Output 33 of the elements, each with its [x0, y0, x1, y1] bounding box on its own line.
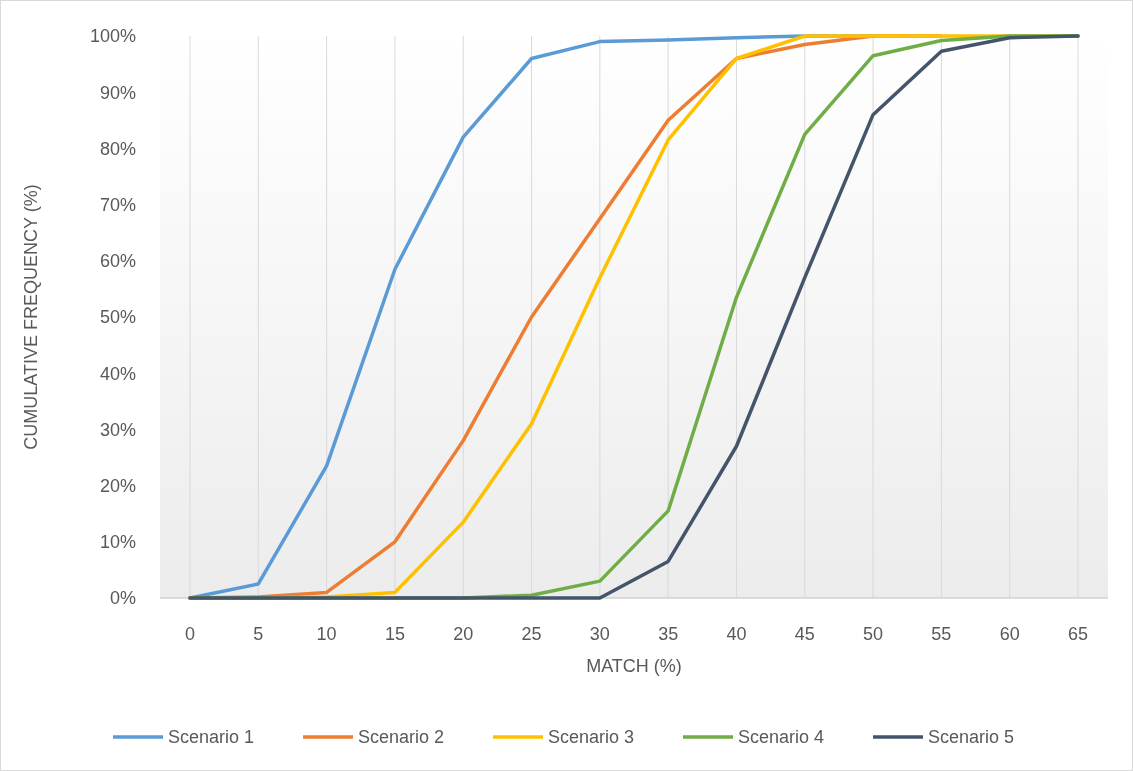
y-tick-label: 40% — [99, 363, 136, 384]
y-tick-label: 70% — [99, 194, 136, 215]
legend-label: Scenario 4 — [738, 727, 825, 748]
y-tick-label: 60% — [99, 251, 136, 272]
y-tick-label: 20% — [99, 475, 136, 496]
x-tick-label: 0 — [184, 624, 196, 644]
y-tick-label: 0% — [109, 588, 136, 609]
y-tick-label: 10% — [99, 532, 136, 553]
x-tick-label: 30 — [589, 624, 610, 644]
y-tick-label: 80% — [99, 138, 136, 159]
x-tick-label: 50 — [863, 624, 884, 644]
x-tick-label: 55 — [931, 624, 952, 644]
y-tick-label: 50% — [99, 307, 136, 328]
legend-label: Scenario 2 — [358, 727, 445, 748]
x-tick-label: 25 — [521, 624, 542, 644]
x-tick-label: 60 — [999, 624, 1020, 644]
x-tick-label: 5 — [253, 624, 264, 644]
y-tick-label: 100% — [89, 26, 136, 47]
x-tick-label: 40 — [726, 624, 747, 644]
y-tick-label: 90% — [99, 82, 136, 103]
line-series — [188, 34, 1080, 600]
x-tick-label: 45 — [794, 624, 815, 644]
x-tick-label: 20 — [453, 624, 474, 644]
x-tick-label: 15 — [384, 624, 405, 644]
x-tick-label: 35 — [658, 624, 679, 644]
x-tick-label: 65 — [1067, 624, 1089, 644]
y-axis-title: CUMULATIVE FREQUENCY (%) — [21, 184, 41, 450]
legend-label: Scenario 5 — [928, 727, 1015, 748]
x-tick-label: 10 — [316, 624, 337, 644]
x-axis-title: MATCH (%) — [586, 656, 682, 676]
legend-label: Scenario 1 — [168, 727, 255, 748]
legend-label: Scenario 3 — [548, 727, 635, 748]
y-tick-label: 30% — [99, 419, 136, 440]
